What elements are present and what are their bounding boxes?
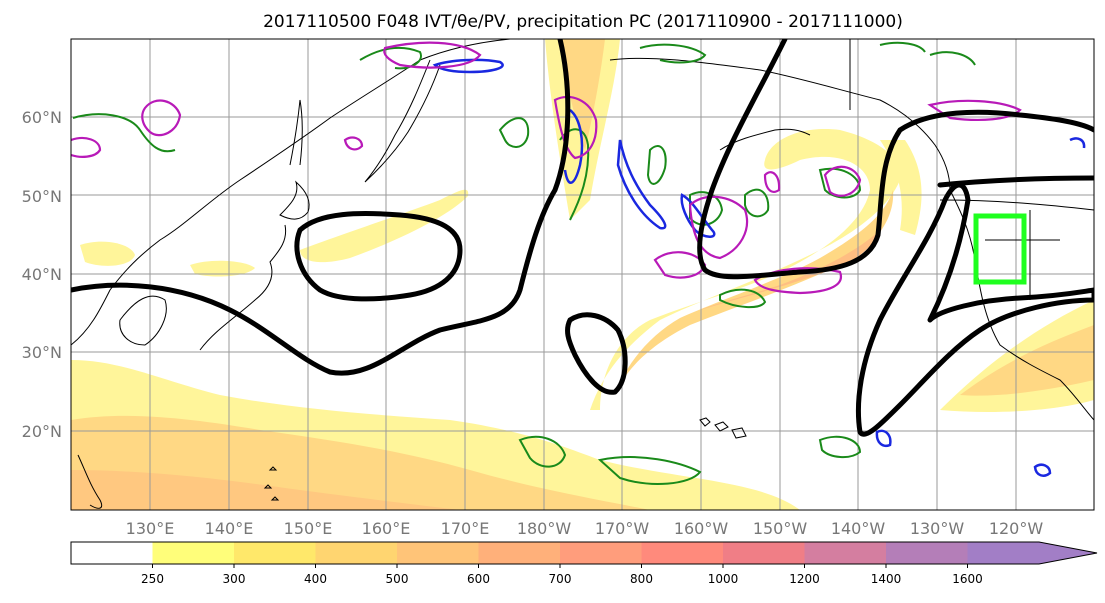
colorbar-label: 1400	[871, 572, 902, 586]
lat-labels: 60°N 50°N 40°N 30°N 20°N	[22, 108, 62, 441]
colorbar-segment	[234, 542, 316, 564]
lat-label: 30°N	[22, 343, 62, 362]
colorbar-label: 300	[223, 572, 246, 586]
pv-contour-trough	[697, 39, 1094, 280]
colorbar-segment	[804, 542, 887, 564]
ivt-north-plume	[560, 39, 605, 150]
colorbar-segment	[152, 542, 235, 564]
ivt-nw-band	[300, 189, 469, 263]
colorbar-segment	[560, 542, 642, 564]
lon-label: 160°W	[674, 519, 729, 538]
lon-labels: 130°E 140°E 150°E 160°E 170°E 180°W 170°…	[126, 519, 1044, 538]
colorbar-label: 500	[386, 572, 409, 586]
lon-label: 130°E	[126, 519, 175, 538]
colorbar-segment	[71, 542, 153, 564]
ivt-band-south-high	[71, 470, 460, 510]
region-highlight-box	[973, 213, 1027, 285]
lat-label: 20°N	[22, 422, 62, 441]
lon-label: 140°W	[831, 519, 886, 538]
colorbar-segment	[723, 542, 805, 564]
ivt-west-patch-2	[190, 260, 255, 277]
lon-label: 170°W	[595, 519, 650, 538]
lon-label: 120°W	[989, 519, 1044, 538]
ivt-alaska-band	[880, 140, 922, 235]
colorbar-label: 400	[304, 572, 327, 586]
ivt-east-pacific-mid	[960, 325, 1094, 396]
lat-label: 40°N	[22, 265, 62, 284]
colorbar-label: 600	[467, 572, 490, 586]
colorbar-segment	[967, 542, 1097, 564]
pv-contour-closed-sw	[565, 312, 628, 395]
colorbar-label: 250	[141, 572, 164, 586]
colorbar-frame	[70, 541, 1098, 565]
ivt-west-patch	[80, 241, 135, 266]
lon-label: 150°W	[753, 519, 808, 538]
pv-contour-closed-nw	[294, 211, 463, 302]
colorbar-label: 1000	[708, 572, 739, 586]
colorbar: 250 300 400 500 600 700 800 1000 1200 1400 1600	[70, 541, 1098, 586]
lat-label: 60°N	[22, 108, 62, 127]
map-title: 2017110500 F048 IVT/θe/PV, precipitation…	[263, 12, 903, 32]
map-frame	[70, 38, 1095, 511]
ivt-shading	[71, 39, 1094, 510]
colorbar-segment	[397, 542, 479, 564]
colorbar-label: 800	[630, 572, 653, 586]
colorbar-segment	[315, 542, 398, 564]
lon-label: 140°E	[205, 519, 254, 538]
colorbar-label: 1200	[789, 572, 820, 586]
lon-label: 150°E	[284, 519, 333, 538]
colorbar-label: 1600	[952, 572, 983, 586]
pv-contour-main	[71, 39, 571, 376]
lat-label: 50°N	[22, 187, 62, 206]
gridlines	[71, 39, 1094, 510]
lon-label: 160°E	[362, 519, 411, 538]
colorbar-segment	[641, 542, 724, 564]
lon-label: 180°W	[517, 519, 572, 538]
map-area	[71, 39, 1094, 510]
lon-label: 130°W	[910, 519, 965, 538]
negative-contours	[432, 58, 1086, 477]
ivt-atmospheric-river	[545, 39, 901, 410]
theta-e-contours	[72, 41, 976, 485]
lon-label: 170°E	[441, 519, 490, 538]
colorbar-segment	[886, 542, 968, 564]
pv-contours	[71, 39, 1094, 437]
pv-contour-cutoff	[855, 182, 1094, 437]
colorbar-segment	[478, 542, 561, 564]
colorbar-label: 700	[549, 572, 572, 586]
